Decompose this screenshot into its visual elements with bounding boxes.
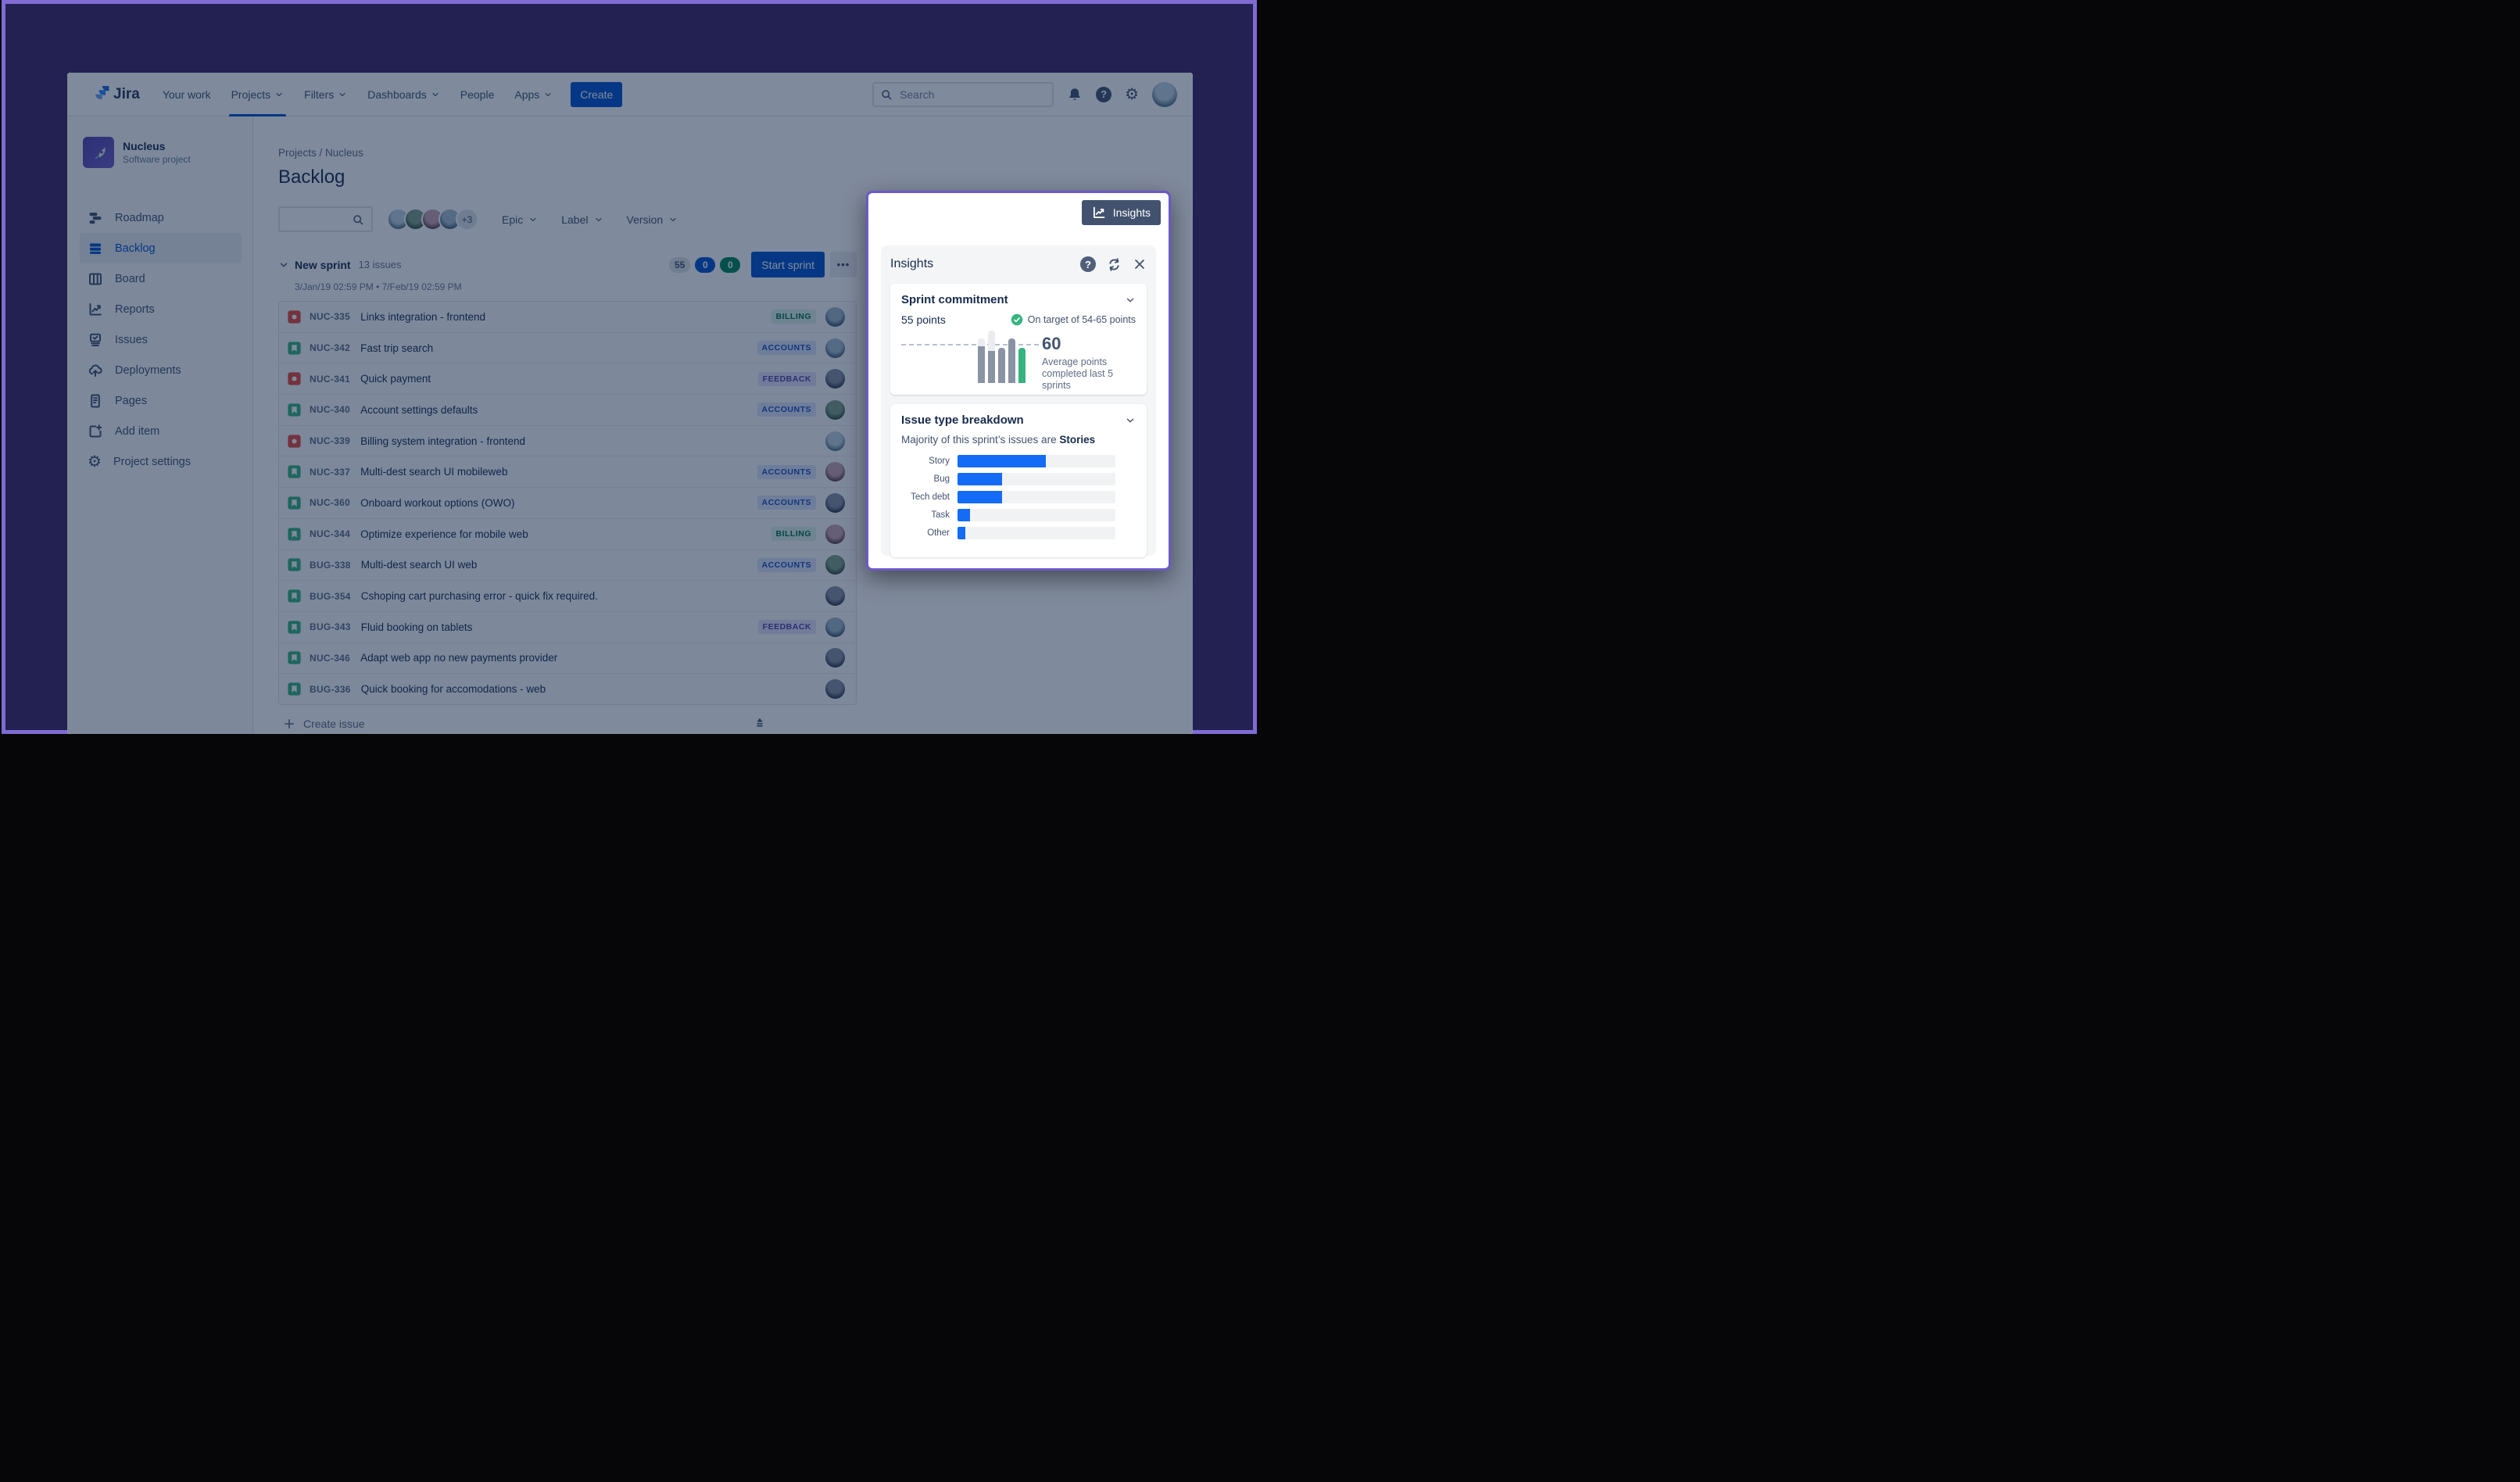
- breakdown-label: Other: [927, 528, 950, 538]
- chevron-down-icon[interactable]: [1125, 295, 1136, 306]
- average-points-value: 60: [1042, 334, 1061, 353]
- breakdown-track: [958, 491, 1115, 503]
- sprint-commitment-chart: 60 Average points completed last 5 sprin…: [901, 328, 1136, 391]
- breakdown-row-tech-debt: Tech debt: [901, 491, 1136, 503]
- insights-panel: Insights ? Sprint commitment 55 points: [881, 245, 1156, 557]
- breakdown-bars: Story Bug Tech debt Task Other: [901, 455, 1136, 539]
- breakdown-fill: [958, 527, 966, 539]
- breakdown-label: Tech debt: [911, 492, 950, 502]
- sprint-points-value: 55 points: [901, 313, 946, 326]
- breakdown-fill: [958, 455, 1047, 467]
- breakdown-subtitle: Majority of this sprint’s issues are Sto…: [901, 434, 1096, 446]
- help-icon[interactable]: ?: [1080, 256, 1096, 272]
- breakdown-label: Story: [929, 456, 950, 466]
- sprint-target-status: On target of 54-65 points: [1011, 313, 1136, 326]
- screenshot-root: Jira Your workProjectsFiltersDashboardsP…: [0, 0, 1260, 741]
- insights-panel-header: Insights ?: [890, 255, 1147, 274]
- breakdown-fill: [958, 509, 971, 521]
- jira-app-window: Jira Your workProjectsFiltersDashboardsP…: [67, 73, 1193, 734]
- breakdown-fill: [958, 473, 1002, 485]
- issue-type-breakdown-title: Issue type breakdown: [901, 413, 1024, 427]
- insights-toggle-button[interactable]: Insights: [1081, 200, 1161, 225]
- sprint-bar: [988, 331, 995, 383]
- issue-type-breakdown-card: Issue type breakdown Majority of this sp…: [890, 404, 1147, 557]
- breakdown-label: Task: [931, 510, 950, 520]
- insights-spotlight: Insights Insights ? Sprint commitment 55…: [866, 191, 1171, 571]
- sprint-bar: [1008, 338, 1015, 383]
- average-summary: 60 Average points completed last 5 sprin…: [1042, 334, 1144, 391]
- breakdown-track: [958, 527, 1115, 539]
- insights-panel-title: Insights: [890, 257, 934, 270]
- sprint-commitment-title: Sprint commitment: [901, 293, 1008, 306]
- sprint-bar: [978, 338, 985, 383]
- breakdown-track: [958, 455, 1115, 467]
- breakdown-row-story: Story: [901, 455, 1136, 467]
- check-circle-icon: [1011, 313, 1023, 326]
- breakdown-label: Bug: [933, 474, 950, 484]
- breakdown-fill: [958, 491, 1002, 503]
- sprint-bars: [978, 331, 1026, 383]
- breakdown-track: [958, 509, 1115, 521]
- breakdown-row-bug: Bug: [901, 473, 1136, 485]
- sprint-bar: [998, 348, 1005, 383]
- average-dashed-line: [901, 344, 1039, 345]
- insights-button-label: Insights: [1112, 206, 1151, 219]
- sprint-target-text: On target of 54-65 points: [1027, 314, 1136, 325]
- close-icon[interactable]: [1133, 257, 1147, 271]
- chart-line-icon: [1092, 206, 1106, 220]
- sprint-bar: [1018, 348, 1026, 383]
- average-points-caption: Average points completed last 5 sprints: [1042, 356, 1114, 391]
- breakdown-row-task: Task: [901, 509, 1136, 521]
- sprint-commitment-card: Sprint commitment 55 points On target of…: [890, 284, 1147, 395]
- breakdown-row-other: Other: [901, 527, 1136, 539]
- chevron-down-icon[interactable]: [1125, 415, 1136, 426]
- refresh-icon[interactable]: [1107, 257, 1122, 272]
- breakdown-track: [958, 473, 1115, 485]
